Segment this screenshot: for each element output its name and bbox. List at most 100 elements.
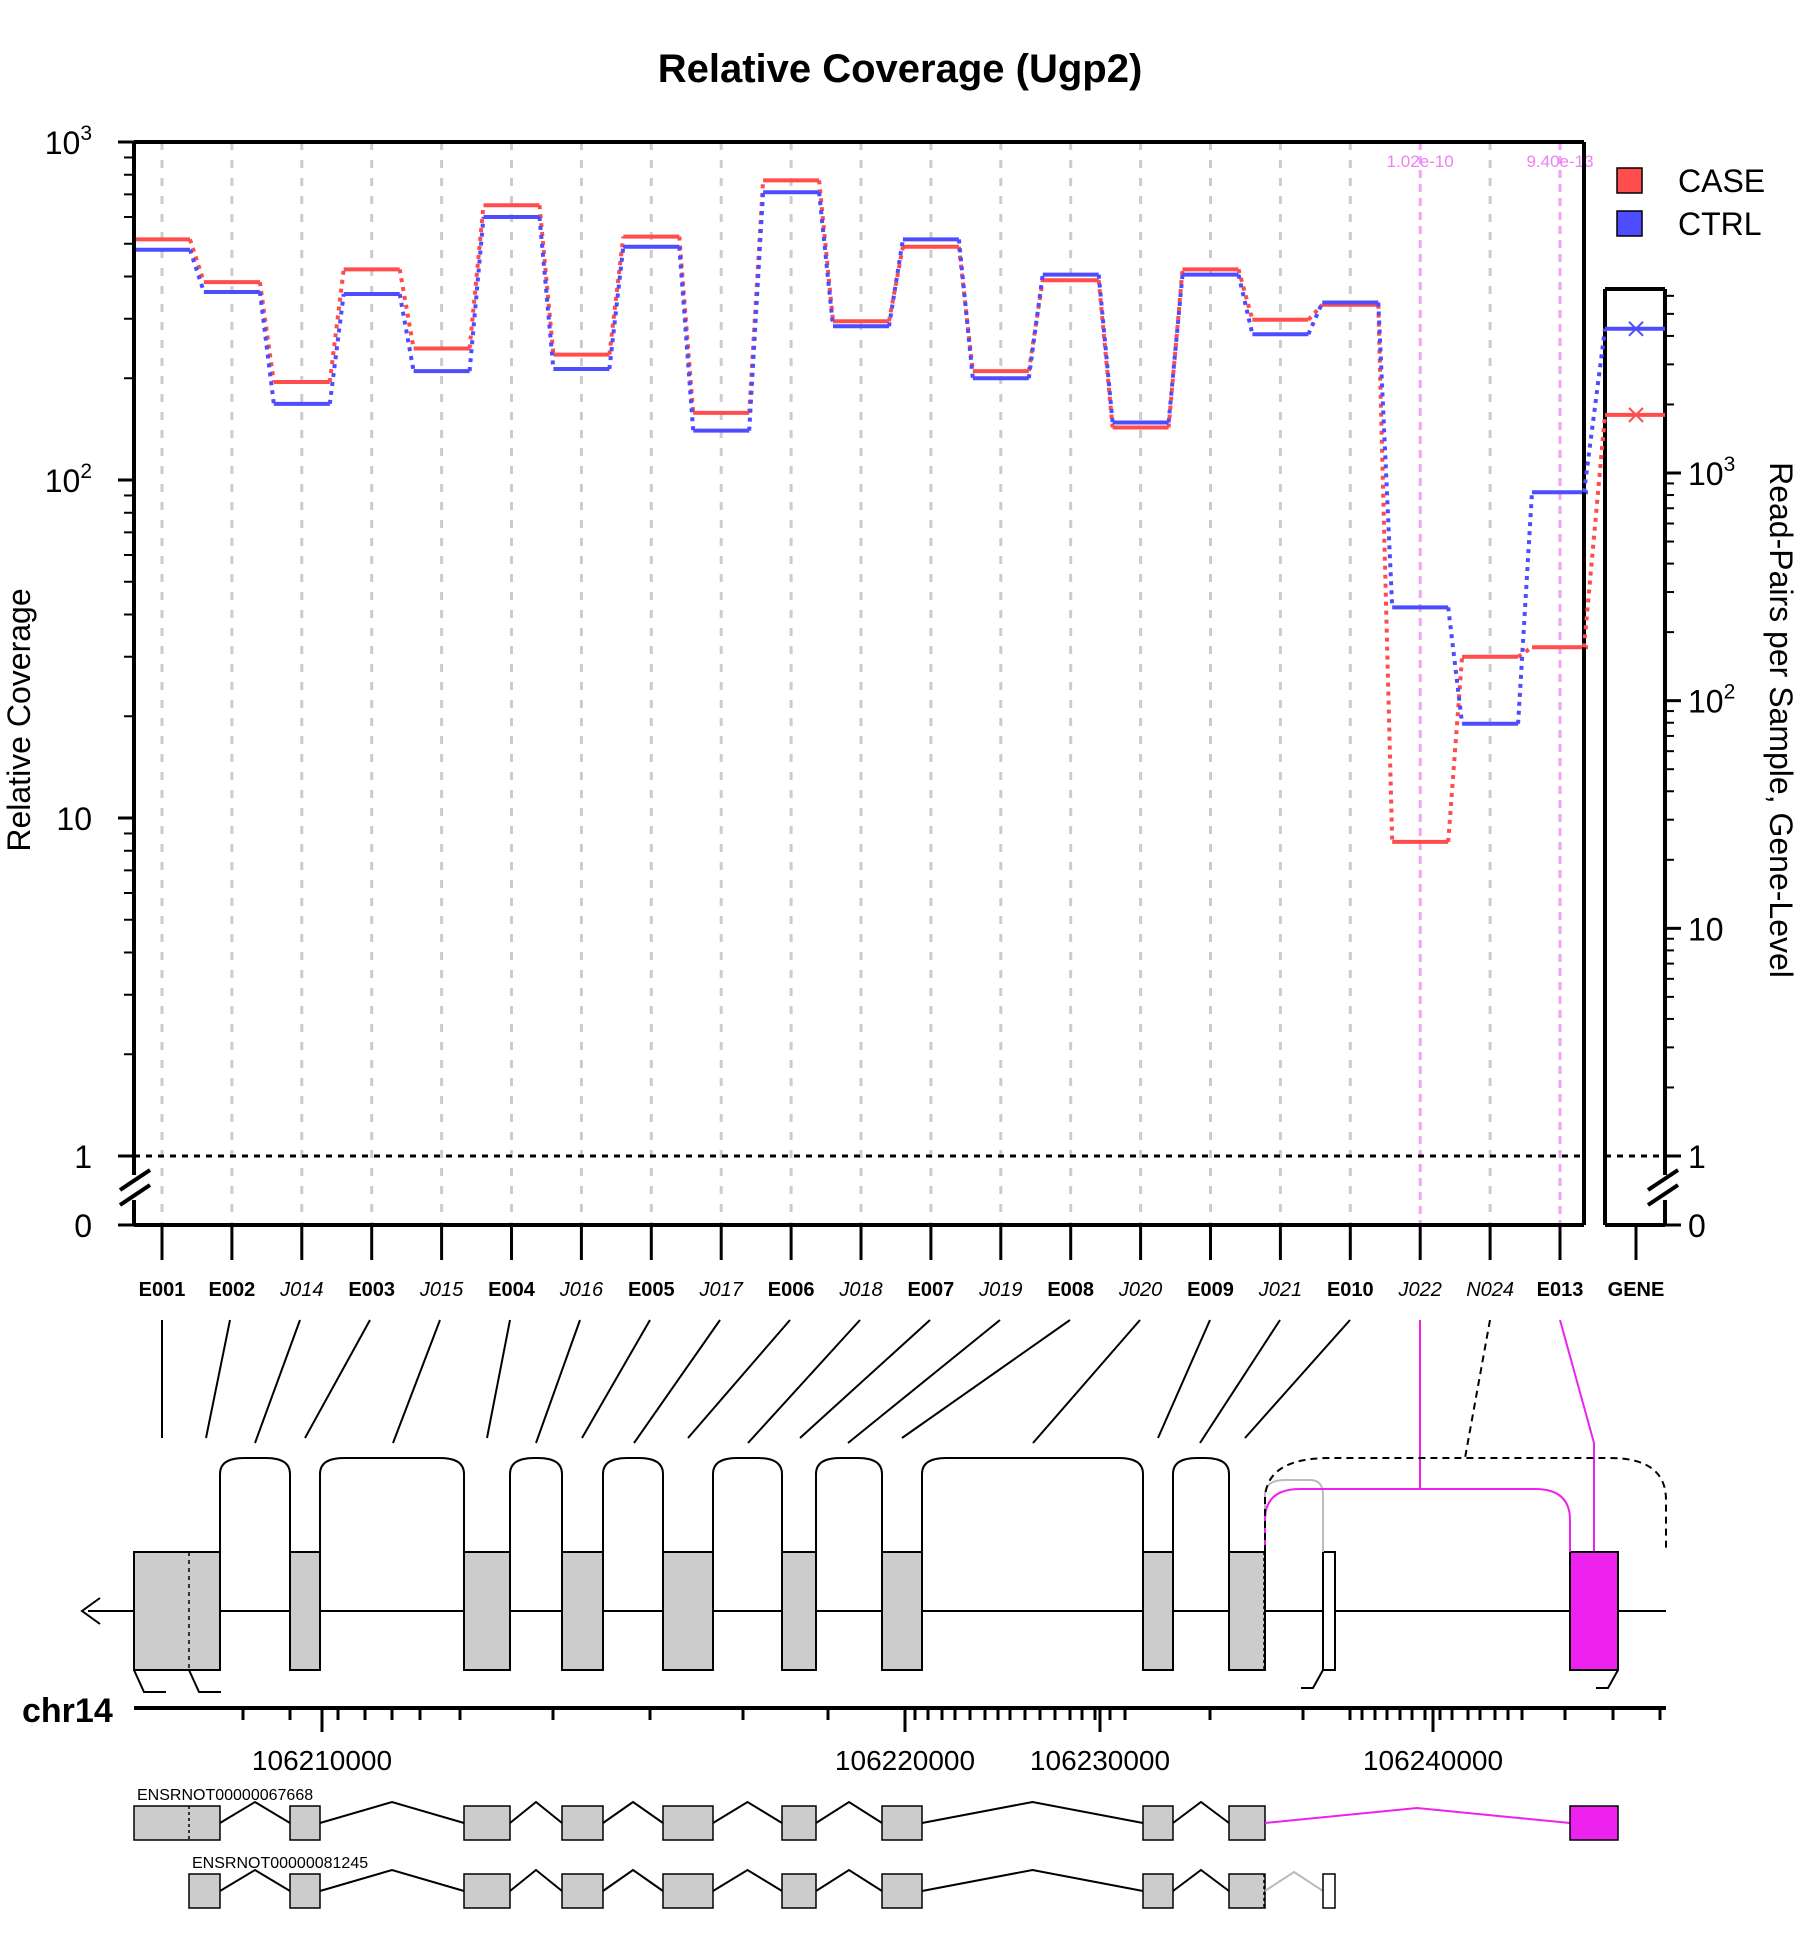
x-tick-label: E007 xyxy=(908,1279,955,1301)
series-connector xyxy=(956,246,975,372)
series-connector xyxy=(1166,274,1185,423)
series-connector xyxy=(537,216,556,370)
genome-tick-label: 106220000 xyxy=(835,1745,975,1776)
series-connector xyxy=(607,246,626,370)
transcript-exon xyxy=(781,1805,817,1841)
series-connector xyxy=(1096,280,1115,428)
feature-connector xyxy=(392,1319,441,1444)
genome-tick-label: 106230000 xyxy=(1030,1745,1170,1776)
transcript-intron xyxy=(921,1868,1144,1892)
feature-connector xyxy=(304,1319,371,1439)
splice-junction-arc xyxy=(319,1457,465,1552)
transcript-intron xyxy=(602,1868,664,1892)
y2-tick-label: 0 xyxy=(1688,1208,1706,1244)
series-connector xyxy=(1446,607,1465,725)
transcript-exon xyxy=(1142,1873,1174,1909)
feature-connector xyxy=(633,1319,721,1444)
transcript-intron xyxy=(509,1868,563,1892)
splice-junction-arc xyxy=(509,1457,563,1552)
exon-block xyxy=(781,1551,817,1671)
plot-frame xyxy=(118,140,1586,1227)
feature-connector xyxy=(1157,1319,1211,1439)
series-connector xyxy=(467,216,486,372)
x-tick-label: J017 xyxy=(699,1279,744,1301)
genome-axis: chr14 106210000 106220000 106230000 10624000… xyxy=(22,1692,1666,1776)
exon-block xyxy=(881,1551,923,1671)
transcript-exon xyxy=(1228,1805,1266,1841)
transcript-exon xyxy=(463,1805,511,1841)
transcript-exon xyxy=(289,1873,321,1909)
transcript-intron xyxy=(712,1800,783,1824)
series-lines xyxy=(134,178,1588,844)
feature-connector xyxy=(687,1319,791,1439)
x-tick-label: N024 xyxy=(1466,1279,1514,1301)
legend: CASE CTRL xyxy=(1616,163,1765,242)
x-tick-label: E001 xyxy=(139,1279,186,1301)
exon-block xyxy=(133,1551,221,1671)
significance-markers: 1.02e-10 9.40e-13 xyxy=(1387,142,1594,1225)
y2-axis-label: Read-Pairs per Sample, Gene-Level xyxy=(1763,462,1799,978)
splice-junction-arc xyxy=(602,1457,664,1552)
y-tick-label: 0 xyxy=(74,1208,92,1244)
transcript-intron xyxy=(319,1800,465,1824)
transcript-exon xyxy=(1228,1873,1266,1909)
feature-connector xyxy=(747,1319,861,1444)
y-axis-label: Relative Coverage xyxy=(1,588,37,851)
splice-junction-arc xyxy=(815,1457,883,1552)
series-connector xyxy=(887,239,905,327)
x-tick-label: E004 xyxy=(488,1279,536,1301)
splice-junction-arc xyxy=(219,1457,291,1552)
x-tick-label: J014 xyxy=(279,1279,323,1301)
transcript-exon xyxy=(188,1873,221,1909)
feature-connector xyxy=(205,1319,231,1439)
series-connector xyxy=(747,192,766,431)
x-tick-label: E006 xyxy=(768,1279,815,1301)
gene-level-point xyxy=(1628,321,1644,337)
series-connector xyxy=(607,236,626,355)
novel-junction-arc xyxy=(1264,1457,1667,1552)
series-connector xyxy=(327,293,346,405)
series-connector xyxy=(257,291,276,405)
y2-tick-label: 102 xyxy=(1688,681,1735,720)
feature-connector xyxy=(799,1319,931,1439)
transcript-exon xyxy=(881,1805,923,1841)
strand-arrow-icon xyxy=(80,1597,101,1625)
series-connector xyxy=(327,269,346,383)
series-connector xyxy=(257,281,276,383)
genome-tick-label: 106210000 xyxy=(252,1745,392,1776)
feature-connector xyxy=(1032,1319,1141,1444)
transcript-exon xyxy=(561,1805,604,1841)
axis-break-mark xyxy=(1646,1168,1680,1192)
novel-connector xyxy=(1464,1319,1491,1459)
series-connector xyxy=(1376,302,1395,608)
pvalue-label: 9.40e-13 xyxy=(1526,152,1593,171)
feature-connector xyxy=(847,1319,1001,1444)
transcript-exon xyxy=(463,1873,511,1909)
chart-title: Relative Coverage (Ugp2) xyxy=(658,47,1143,91)
series-connector xyxy=(677,236,696,414)
series-connector xyxy=(1026,279,1045,372)
series-connector xyxy=(677,246,696,431)
x-tick-label: E010 xyxy=(1327,1279,1374,1301)
axis-break-mark xyxy=(1646,1183,1680,1207)
series-ctrl xyxy=(134,190,1588,726)
exon-block xyxy=(289,1551,321,1671)
transcript-end-marker xyxy=(133,1669,166,1693)
x-tick-label: J015 xyxy=(419,1279,464,1301)
transcript-intron xyxy=(815,1868,883,1892)
legend-label: CASE xyxy=(1678,163,1765,199)
series-connector xyxy=(1516,645,1534,659)
transcript-exon xyxy=(662,1805,714,1841)
exon-block xyxy=(1142,1551,1174,1671)
x-tick-label: E002 xyxy=(209,1279,256,1301)
x-tick-label: J016 xyxy=(559,1279,604,1301)
axis-break-mark xyxy=(118,1183,152,1207)
splice-junction-arc xyxy=(1264,1479,1324,1552)
exon-block xyxy=(463,1551,511,1671)
x-tick-label: E009 xyxy=(1187,1279,1234,1301)
grid-lines xyxy=(160,142,1492,1225)
transcript-exon xyxy=(1142,1805,1174,1841)
transcript-intron xyxy=(1172,1800,1230,1824)
genome-tick-label: 106240000 xyxy=(1363,1745,1503,1776)
feature-connector xyxy=(901,1319,1071,1439)
